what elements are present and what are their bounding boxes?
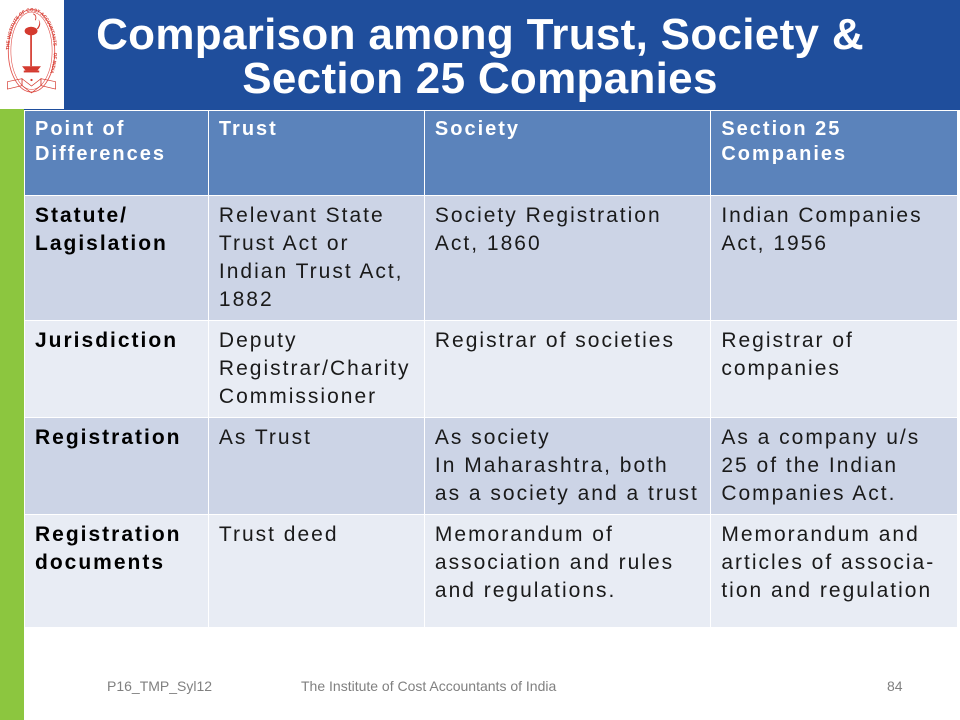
svg-text:OF INDIA: OF INDIA xyxy=(49,53,58,75)
